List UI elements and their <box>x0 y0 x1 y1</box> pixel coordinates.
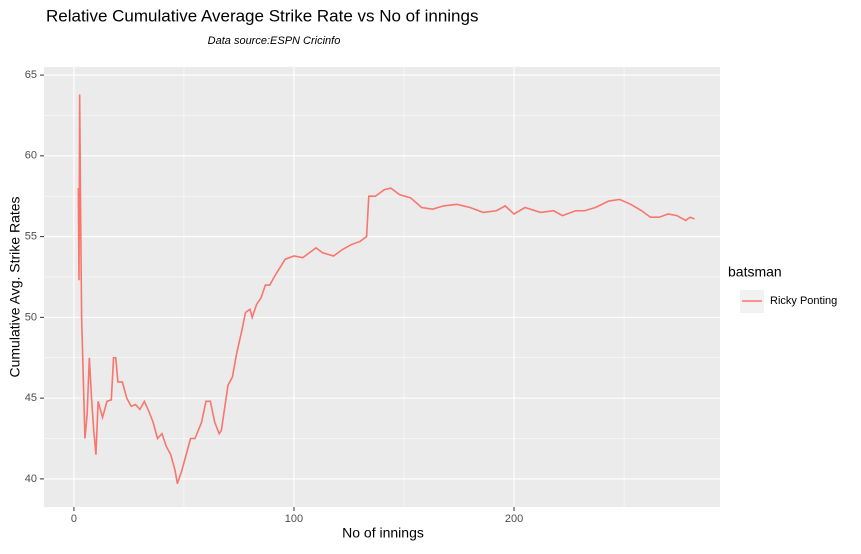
subtitle: Data source:ESPN Cricinfo <box>208 35 341 47</box>
y-tick-label: 55 <box>25 231 37 243</box>
x-tick-label: 0 <box>71 513 77 525</box>
y-axis-label: Cumulative Avg. Strike Rates <box>7 196 23 377</box>
y-tick-label: 60 <box>25 150 37 162</box>
y-tick-label: 50 <box>25 311 37 323</box>
x-axis-label: No of innings <box>342 525 424 541</box>
legend-title: batsman <box>728 264 782 280</box>
x-tick-label: 200 <box>505 513 523 525</box>
legend-label: Ricky Ponting <box>770 295 837 307</box>
line <box>77 94 695 484</box>
x-tick-label: 100 <box>285 513 303 525</box>
panel <box>44 67 720 507</box>
y-tick-label: 45 <box>25 392 37 404</box>
y-tick-label: 65 <box>25 69 37 81</box>
y-tick-label: 40 <box>25 473 37 485</box>
chart-title: Relative Cumulative Average Strike Rate … <box>46 6 478 25</box>
